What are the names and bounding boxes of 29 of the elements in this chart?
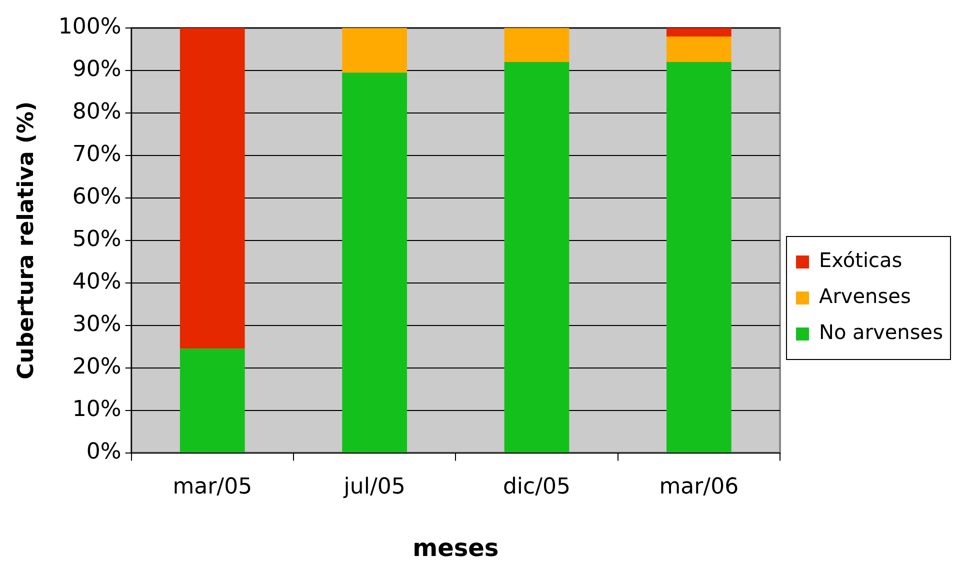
bar [342,72,407,452]
x-tick-label: mar/06 [659,474,739,500]
bar [666,28,732,36]
y-tick-label: 90% [72,57,122,82]
bar [342,28,407,73]
bar [180,348,245,452]
bar [666,62,732,452]
y-tick-label: 70% [72,142,122,168]
bar [180,28,245,349]
y-axis-title: Cubertura relativa (%) [14,101,39,380]
legend-label: No arvenses [819,320,944,344]
y-tick-label: 60% [72,184,122,210]
y-tick-label: 30% [72,312,122,338]
legend-label: Exóticas [819,248,902,272]
bar [504,62,570,452]
y-tick-label: 50% [72,227,122,252]
bar [666,36,732,62]
y-tick-label: 20% [72,354,122,380]
y-tick-label: 100% [58,14,122,40]
y-tick-label: 0% [86,440,122,465]
bar [504,28,570,62]
y-tick-label: 80% [72,100,122,125]
y-tick-label: 10% [72,397,122,422]
x-tick-label: jul/05 [342,474,406,500]
x-tick-label: dic/05 [502,474,571,500]
x-tick-label: mar/05 [172,474,252,500]
x-axis-title: meses [412,534,499,562]
y-tick-label: 40% [72,270,122,295]
legend-label: Arvenses [819,284,911,308]
